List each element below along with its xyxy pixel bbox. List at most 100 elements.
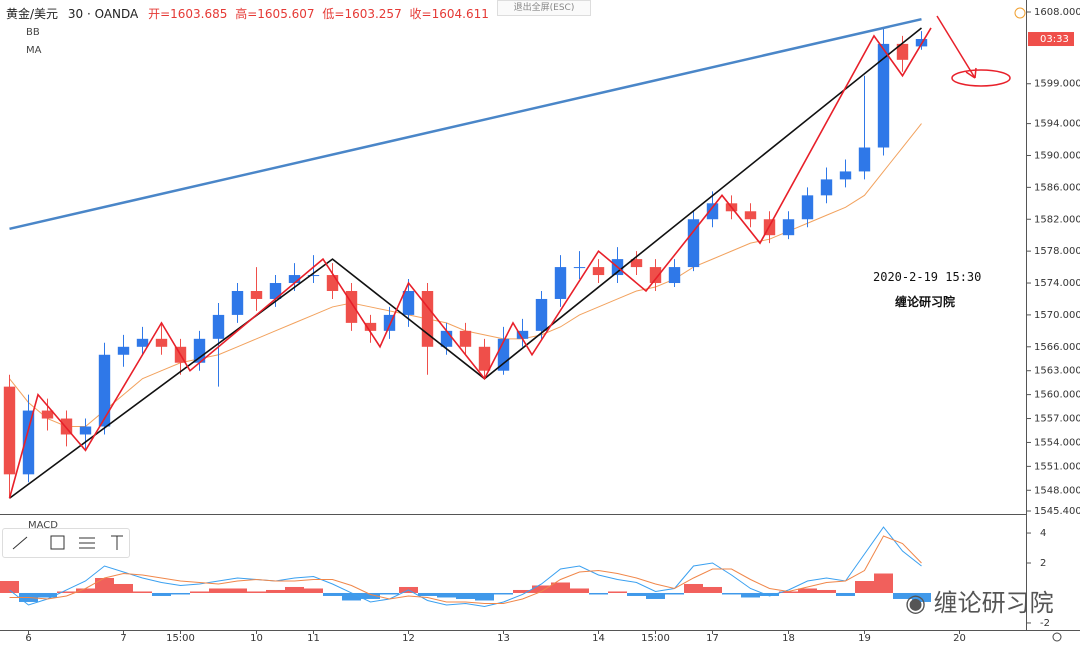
fib-tool[interactable]	[79, 537, 95, 549]
alert-icon	[1014, 7, 1026, 19]
candle-body	[497, 338, 510, 371]
candle-body	[250, 290, 263, 299]
histogram-bar	[342, 592, 361, 601]
candle-body	[326, 275, 339, 291]
histogram-bar	[304, 588, 323, 593]
y-tick-label: -2	[1040, 618, 1050, 629]
y-tick-label: 1554.000	[1034, 437, 1080, 448]
histogram-bar	[570, 588, 589, 593]
candle-body	[744, 211, 757, 220]
candle-body	[421, 290, 434, 347]
histogram-bar	[494, 592, 513, 595]
y-tick-label: 1582.000	[1034, 214, 1080, 225]
y-tick-label: 1608.000	[1034, 7, 1080, 18]
histogram-bar	[209, 588, 228, 593]
histogram-bar	[798, 588, 817, 593]
trend-line	[9, 27, 923, 499]
candle-body	[801, 195, 814, 220]
candle-body	[478, 346, 491, 371]
candle-body	[630, 259, 643, 268]
histogram-bar	[114, 583, 133, 593]
histogram-bar	[912, 592, 931, 602]
x-tick-label: 7	[120, 633, 126, 644]
close: 收=1604.611	[409, 7, 489, 21]
y-tick-label: 1557.000	[1034, 414, 1080, 425]
y-tick-label: 1545.400	[1034, 506, 1080, 517]
histogram-bar	[190, 591, 209, 593]
candle-body	[117, 346, 130, 355]
exit-fullscreen[interactable]: 退出全屏(ESC)	[497, 0, 591, 16]
histogram-bar	[855, 580, 874, 593]
macd-line	[9, 526, 922, 607]
x-tick-label: 15:00	[166, 633, 195, 644]
histogram-bar	[893, 592, 912, 599]
histogram-bar	[703, 586, 722, 593]
x-tick-label: 11	[307, 633, 320, 644]
toolbar-icons	[12, 535, 123, 550]
settings-icon[interactable]	[1052, 632, 1062, 642]
candle-body	[459, 330, 472, 347]
price-badge	[1028, 32, 1074, 47]
histogram-bar	[285, 586, 304, 593]
candle-body	[364, 322, 377, 331]
histogram-bar	[171, 592, 190, 595]
y-tick-label: 1551.000	[1034, 461, 1080, 472]
x-tick-label: 17	[706, 633, 719, 644]
y-tick-label: 1599.000	[1034, 79, 1080, 90]
timestamp-note: 2020-2-19 15:30	[873, 270, 982, 284]
y-tick-label: 1548.000	[1034, 485, 1080, 496]
histogram-bar	[589, 592, 608, 595]
y-tick-label: 1560.000	[1034, 390, 1080, 401]
histogram-bar	[684, 583, 703, 593]
candle-body	[877, 43, 890, 148]
histogram-bar	[760, 592, 779, 596]
line-tool[interactable]	[12, 536, 28, 550]
histogram-bar	[323, 592, 342, 596]
histogram-bar	[741, 592, 760, 598]
y-tick-label: 1570.000	[1034, 310, 1080, 321]
x-tick-label: 18	[782, 633, 795, 644]
indicator-ma[interactable]: MA	[26, 45, 42, 56]
x-tick-label: 10	[250, 633, 263, 644]
candle-body	[155, 338, 168, 347]
ma-line	[9, 123, 922, 428]
author-note: 缠论研习院	[895, 295, 956, 309]
candle-body	[858, 147, 871, 172]
histogram-bar	[874, 573, 893, 593]
candle-body	[820, 179, 833, 196]
y-tick-label: 1563.000	[1034, 366, 1080, 377]
y-tick-label: 4	[1040, 528, 1046, 539]
candle-body	[592, 267, 605, 276]
histogram-bar	[665, 592, 684, 595]
candle-body	[383, 314, 396, 331]
histogram-bar	[779, 591, 798, 593]
histogram-bar	[95, 577, 114, 593]
y-tick-label: 1578.000	[1034, 246, 1080, 257]
histogram-bar	[817, 589, 836, 593]
histogram-bar	[152, 592, 171, 596]
candle-body	[535, 298, 548, 331]
histogram-bar	[247, 591, 266, 593]
open: 开=1603.685	[148, 7, 228, 21]
low: 低=1603.257	[322, 7, 402, 21]
macd-line	[9, 535, 922, 604]
x-tick-label: 20	[953, 633, 966, 644]
histogram-bar	[456, 592, 475, 599]
histogram-bar	[57, 591, 76, 593]
candle-body	[136, 338, 149, 347]
candle-body	[307, 275, 320, 277]
y-tick-label: 2	[1040, 558, 1046, 569]
candle-body	[573, 267, 586, 269]
histogram-bar	[133, 591, 152, 593]
y-tick-label: 1590.000	[1034, 150, 1080, 161]
candle-body	[288, 275, 301, 284]
candle-body	[79, 426, 92, 435]
rect-tool[interactable]	[50, 535, 65, 550]
text-tool[interactable]	[111, 535, 123, 550]
histogram-bar	[266, 589, 285, 593]
histogram-bar	[361, 592, 380, 599]
indicator-bb[interactable]: BB	[26, 27, 40, 38]
candle-body	[896, 43, 909, 60]
